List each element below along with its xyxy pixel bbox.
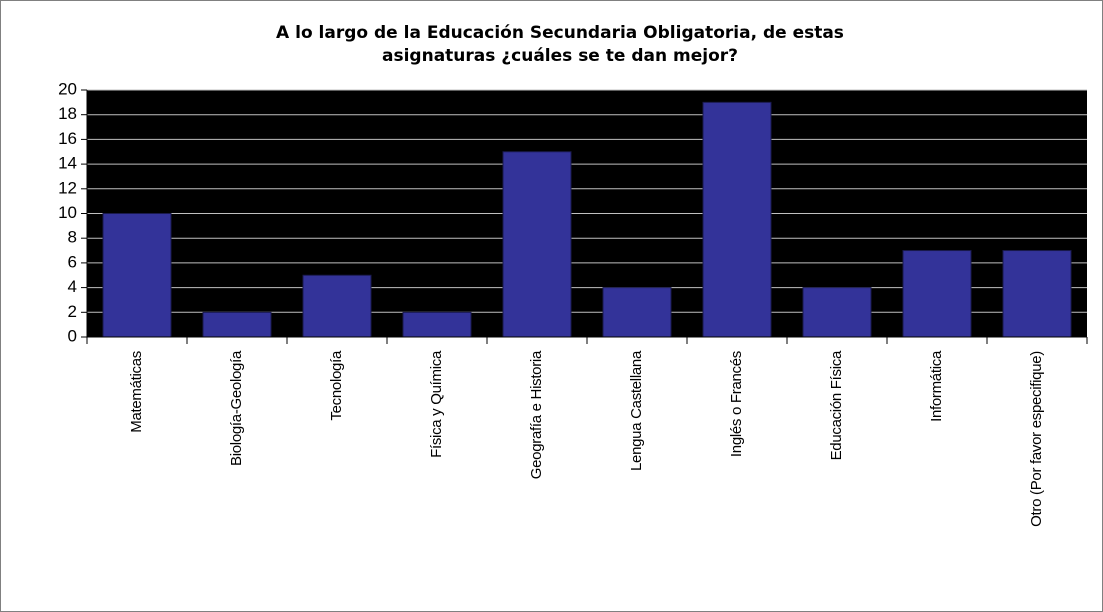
x-tick-label: Geografía e Historia	[528, 350, 545, 479]
y-tick-label: 6	[68, 252, 77, 271]
y-tick-label: 16	[58, 129, 77, 148]
y-tick-label: 18	[58, 104, 77, 123]
x-tick-label: Otro (Por favor especifique)	[1028, 351, 1045, 527]
y-tick-label: 2	[68, 302, 77, 321]
chart-title: asignaturas ¿cuáles se te dan mejor?	[382, 46, 738, 66]
x-tick-label: Biología-Geología	[228, 350, 245, 466]
bar	[902, 250, 972, 338]
bar	[502, 151, 572, 338]
y-tick-label: 4	[68, 277, 77, 296]
x-tick-label: Lengua Castellana	[628, 350, 645, 471]
bar	[202, 311, 272, 338]
x-tick-label: Matemáticas	[128, 351, 145, 433]
x-tick-label: Educación Física	[828, 350, 845, 460]
x-tick-label: Informática	[928, 350, 945, 422]
y-tick-label: 8	[68, 228, 77, 247]
bar	[602, 287, 672, 338]
bar	[402, 311, 472, 338]
bar	[1002, 250, 1072, 338]
y-tick-label: 0	[68, 326, 77, 345]
bar	[802, 287, 872, 338]
x-tick-label: Inglés o Francés	[728, 351, 745, 457]
bar	[302, 274, 372, 338]
y-tick-label: 10	[58, 203, 77, 222]
bar	[702, 101, 772, 338]
y-tick-label: 14	[58, 154, 77, 173]
y-tick-label: 12	[58, 178, 77, 197]
chart-title: A lo largo de la Educación Secundaria Ob…	[276, 23, 844, 43]
x-tick-label: Física y Química	[428, 350, 445, 458]
x-tick-label: Tecnología	[328, 350, 345, 421]
bar	[102, 213, 172, 338]
y-tick-label: 20	[58, 79, 77, 98]
